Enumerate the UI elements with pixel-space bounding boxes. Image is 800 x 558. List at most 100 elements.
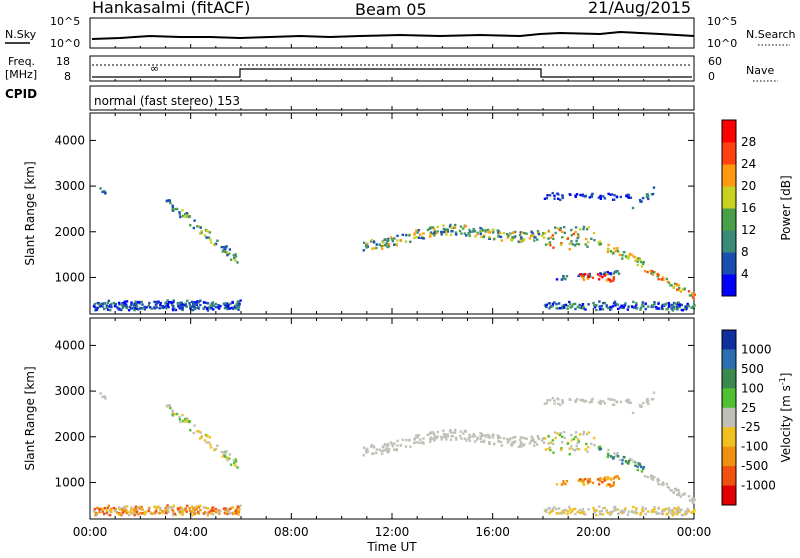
data-cell xyxy=(391,444,395,448)
data-cell xyxy=(234,512,238,515)
data-cell xyxy=(474,440,477,443)
data-cell xyxy=(181,308,184,312)
data-cell xyxy=(105,304,109,307)
data-cell xyxy=(562,304,566,307)
data-cell xyxy=(601,275,604,279)
data-cell xyxy=(139,306,142,310)
data-cell xyxy=(125,512,129,515)
data-cell xyxy=(635,306,639,310)
data-cell xyxy=(627,254,631,258)
data-cell xyxy=(190,510,193,513)
data-cell xyxy=(609,308,612,311)
data-cell xyxy=(619,400,623,404)
data-cell xyxy=(127,513,131,517)
data-cell xyxy=(364,244,368,247)
data-cell xyxy=(543,437,547,440)
data-cell xyxy=(133,307,137,310)
data-cell xyxy=(556,432,559,435)
data-cell xyxy=(180,506,183,510)
data-cell xyxy=(154,510,158,513)
data-cell xyxy=(548,446,552,449)
data-cell xyxy=(207,441,211,444)
data-cell xyxy=(492,237,496,241)
data-cell xyxy=(574,400,577,404)
data-cell xyxy=(204,301,208,305)
data-cell xyxy=(177,305,180,308)
data-cell xyxy=(491,231,495,234)
data-cell xyxy=(387,237,390,241)
data-cell xyxy=(114,302,117,306)
data-cell xyxy=(420,441,423,445)
data-cell xyxy=(185,417,189,420)
data-cell xyxy=(525,232,528,235)
data-cell xyxy=(196,505,199,508)
data-cell xyxy=(592,301,595,305)
data-cell xyxy=(566,509,569,513)
data-cell xyxy=(139,511,142,515)
data-cell xyxy=(190,305,193,308)
data-cell xyxy=(223,246,226,249)
data-cell xyxy=(235,302,239,306)
data-cell xyxy=(165,307,168,310)
data-cell xyxy=(176,507,180,511)
data-cell xyxy=(644,512,648,516)
data-cell xyxy=(197,225,201,228)
data-cell xyxy=(591,276,595,280)
data-cell xyxy=(124,508,128,511)
data-cell xyxy=(125,307,129,310)
data-cell xyxy=(497,439,501,443)
data-cell xyxy=(181,419,185,423)
data-cell xyxy=(170,302,173,305)
data-cell xyxy=(502,232,506,235)
colorbar-tick-label: -100 xyxy=(741,440,768,454)
data-cell xyxy=(575,193,579,196)
data-cell xyxy=(562,276,565,280)
data-cell xyxy=(415,229,418,232)
data-cell xyxy=(624,302,627,305)
data-cell xyxy=(479,431,482,435)
data-cell xyxy=(622,304,625,308)
data-cell xyxy=(651,270,654,273)
data-cell xyxy=(609,250,613,253)
data-cell xyxy=(180,508,183,511)
data-cell xyxy=(405,233,408,237)
data-cell xyxy=(632,511,636,514)
data-cell xyxy=(159,508,162,512)
data-cell xyxy=(647,402,650,406)
data-cell xyxy=(148,506,151,510)
data-cell xyxy=(606,270,610,274)
data-cell xyxy=(603,271,607,274)
data-cell xyxy=(651,305,655,309)
data-cell xyxy=(614,507,617,511)
data-cell xyxy=(633,256,637,259)
data-cell xyxy=(476,438,479,441)
data-cell xyxy=(519,444,522,448)
data-cell xyxy=(570,234,574,237)
data-cell xyxy=(569,508,572,511)
data-cell xyxy=(486,228,490,232)
data-cell xyxy=(468,228,471,232)
data-cell xyxy=(228,307,231,310)
data-cell xyxy=(574,431,578,434)
data-cell xyxy=(639,308,642,311)
data-cell xyxy=(692,499,695,502)
data-cell xyxy=(672,491,675,495)
data-cell xyxy=(436,435,439,438)
data-cell xyxy=(128,510,132,514)
data-cell xyxy=(479,232,482,236)
data-cell xyxy=(580,511,583,515)
data-cell xyxy=(603,479,607,482)
data-cell xyxy=(557,193,560,196)
data-cell xyxy=(203,305,207,309)
data-cell xyxy=(584,513,587,516)
data-cell xyxy=(366,450,369,453)
data-cell xyxy=(384,449,387,452)
data-cell xyxy=(458,434,462,438)
data-cell xyxy=(206,302,210,305)
data-cell xyxy=(487,442,491,445)
data-cell xyxy=(159,506,162,510)
data-cell xyxy=(199,299,202,302)
data-cell xyxy=(558,511,562,515)
data-cell xyxy=(222,302,226,305)
data-cell xyxy=(660,307,664,310)
